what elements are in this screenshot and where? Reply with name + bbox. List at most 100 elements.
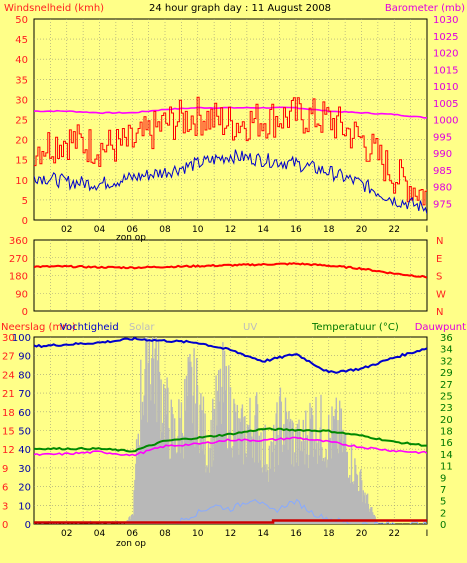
- wind-tick-10: 50: [15, 15, 28, 26]
- solar-bar: [326, 467, 328, 524]
- wind-series: [34, 96, 427, 215]
- solar-bar: [246, 424, 249, 524]
- dir-tick-2: 180: [9, 272, 28, 283]
- solar-bar: [358, 490, 360, 524]
- solar-bar: [234, 411, 237, 524]
- solar-bar: [341, 452, 343, 524]
- solar-bar: [204, 413, 206, 524]
- solar-bar: [214, 444, 216, 524]
- solar-bar: [264, 424, 266, 524]
- solar-bar: [355, 473, 358, 524]
- wind-tick-5: 25: [15, 116, 28, 127]
- solar-bar: [174, 439, 177, 524]
- solar-bar: [142, 415, 145, 524]
- solar-bar: [159, 438, 161, 524]
- solar-bar: [146, 337, 148, 524]
- solar-bar: [234, 403, 236, 524]
- solar-bar: [229, 387, 232, 524]
- dir-tick-4: 360: [9, 236, 28, 247]
- solar-bar: [262, 428, 265, 524]
- uv-axis-title: UV: [243, 322, 257, 333]
- solar-bar: [267, 470, 269, 524]
- humidity-tick-2: 20: [18, 483, 31, 494]
- solar-bar: [359, 471, 361, 524]
- solar-bar: [266, 464, 268, 524]
- solar-bar: [369, 508, 371, 524]
- wind-tick-1: 5: [22, 196, 28, 207]
- solar-bar: [210, 419, 212, 524]
- solar-bar: [192, 395, 194, 524]
- dir-tick-1: 90: [15, 289, 28, 300]
- solar-bar: [186, 396, 189, 524]
- solar-bar: [251, 457, 254, 524]
- compass-tick-3: E: [436, 254, 442, 265]
- solar-bar: [319, 427, 321, 524]
- solar-bar: [130, 515, 133, 524]
- temp-tick-5: 11: [440, 462, 453, 473]
- temp-tick-10: 23: [440, 403, 453, 414]
- solar-bar: [282, 444, 284, 524]
- solar-bar: [287, 449, 289, 524]
- solar-bar: [279, 387, 282, 524]
- solar-bar: [212, 461, 215, 524]
- x-tick-top-7: 16: [290, 225, 302, 235]
- solar-bar: [134, 479, 136, 524]
- temp-tick-1: 2: [440, 508, 446, 519]
- solar-bar: [331, 406, 333, 524]
- rain-tick-3: 9: [2, 464, 8, 475]
- solar-bar: [190, 366, 193, 524]
- solar-bar: [278, 465, 280, 524]
- direction-line: [34, 262, 427, 279]
- solar-bar: [237, 418, 239, 524]
- gust-line: [34, 96, 427, 206]
- solar-bar: [357, 491, 359, 524]
- solar-bar: [229, 431, 231, 524]
- solar-bar: [173, 447, 175, 524]
- solar-bar: [218, 401, 221, 524]
- solar-bar: [241, 404, 244, 524]
- solar-bar: [249, 397, 251, 524]
- solar-bar: [128, 517, 130, 524]
- solar-bar: [156, 422, 158, 524]
- solar-bar: [232, 446, 234, 524]
- solar-bar: [312, 456, 315, 524]
- solar-bar: [161, 432, 163, 524]
- solar-bar: [188, 361, 190, 524]
- x-tick-top-10: 22: [389, 225, 400, 235]
- solar-bar: [273, 424, 275, 524]
- solar-bar: [235, 441, 238, 524]
- rain-tick-9: 27: [2, 352, 15, 363]
- solar-bar: [322, 461, 324, 524]
- solar-bar: [313, 441, 315, 524]
- solar-bar: [256, 392, 258, 524]
- solar-bar: [285, 411, 288, 524]
- solar-bar: [281, 452, 283, 524]
- solar-bar: [236, 404, 238, 524]
- solar-bar: [315, 397, 317, 524]
- solar-bar: [311, 415, 314, 524]
- solar-bar: [300, 441, 303, 524]
- baro-tick-1: 980: [433, 183, 452, 194]
- baro-tick-9: 1020: [433, 49, 458, 60]
- solar-bar: [222, 342, 224, 524]
- solar-bar: [208, 472, 211, 524]
- rain-tick-6: 18: [2, 408, 15, 419]
- solar-bar: [150, 400, 152, 524]
- solar-bar: [259, 460, 261, 524]
- solar-bar: [167, 387, 169, 524]
- baro-tick-7: 1010: [433, 82, 458, 93]
- wind-tick-9: 45: [15, 35, 28, 46]
- solar-bar: [301, 451, 304, 524]
- humidity-tick-6: 60: [18, 408, 31, 419]
- solar-bar: [140, 359, 142, 524]
- rain-axis-title: Neerslag (mm): [1, 322, 76, 333]
- solar-bar: [216, 425, 218, 524]
- x-tick-bottom-2: 06: [127, 529, 139, 539]
- x-tick-top-3: 08: [159, 225, 171, 235]
- solar-bar: [255, 395, 257, 524]
- solar-bar: [165, 414, 167, 524]
- solar-bar: [207, 442, 210, 524]
- solar-bar: [294, 452, 296, 524]
- solar-bar: [307, 468, 310, 524]
- baro-tick-0: 975: [433, 199, 452, 210]
